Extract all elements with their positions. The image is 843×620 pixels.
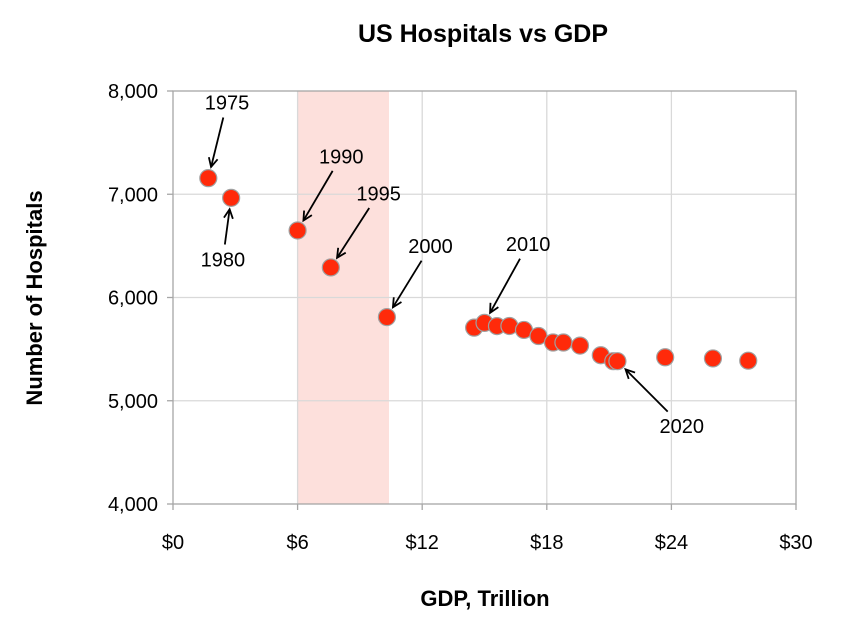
- annotation-label: 2020: [660, 416, 705, 438]
- data-point: [199, 169, 218, 188]
- y-tick-label: 5,000: [108, 391, 158, 413]
- annotation-arrowhead: [489, 302, 499, 315]
- y-tick-label: 7,000: [108, 184, 158, 206]
- y-tick-label: 4,000: [108, 494, 158, 516]
- annotation-arrowhead: [223, 207, 234, 220]
- data-points: [199, 169, 758, 371]
- annotation-arrow: [210, 117, 225, 168]
- data-point: [222, 188, 241, 207]
- data-point: [554, 333, 573, 352]
- annotation-arrowhead: [207, 156, 219, 169]
- data-point: [321, 258, 340, 277]
- annotation-arrow: [302, 170, 334, 222]
- annotation-arrowhead: [391, 297, 402, 310]
- data-point: [656, 348, 675, 367]
- annotation-arrow: [223, 209, 231, 245]
- annotation-label: 1995: [356, 183, 401, 205]
- x-tick-label: $0: [162, 532, 184, 554]
- annotation-arrowhead: [335, 247, 347, 260]
- annotation-arrow: [489, 258, 521, 314]
- axis-ticks: $0 $6 $12 $18 $24 $30 4,000 5,000 6,000 7,000 8,00…: [108, 81, 813, 554]
- annotation-arrow: [624, 368, 669, 413]
- annotation-label: 1990: [319, 146, 364, 168]
- data-point: [608, 352, 627, 371]
- annotation-label: 1980: [201, 250, 246, 272]
- x-tick-label: $12: [406, 532, 439, 554]
- annotation-arrowhead: [302, 210, 313, 223]
- annotation-label: 2000: [408, 236, 453, 258]
- y-tick-label: 8,000: [108, 81, 158, 103]
- data-point: [377, 308, 396, 327]
- annotation-arrowhead: [624, 367, 636, 380]
- annotation-label: 1975: [205, 93, 250, 115]
- data-point: [570, 336, 590, 355]
- x-tick-label: $24: [655, 532, 688, 554]
- x-axis-title: GDP, Trillion: [420, 586, 549, 611]
- x-tick-label: $6: [286, 532, 308, 554]
- annotations: 1975 1980 1990 1995 2000 2010 2020: [201, 93, 704, 438]
- x-tick-label: $18: [530, 532, 563, 554]
- data-point: [703, 349, 723, 368]
- annotation-arrow: [392, 260, 423, 308]
- gridlines: [173, 91, 796, 504]
- x-tick-label: $30: [779, 532, 812, 554]
- chart-title: US Hospitals vs GDP: [358, 20, 608, 48]
- data-point: [739, 351, 758, 370]
- data-point: [288, 221, 307, 240]
- y-axis-title: Number of Hospitals: [22, 190, 47, 405]
- annotation-label: 2010: [506, 234, 551, 256]
- y-tick-label: 6,000: [108, 288, 158, 310]
- annotation-arrow: [336, 207, 370, 259]
